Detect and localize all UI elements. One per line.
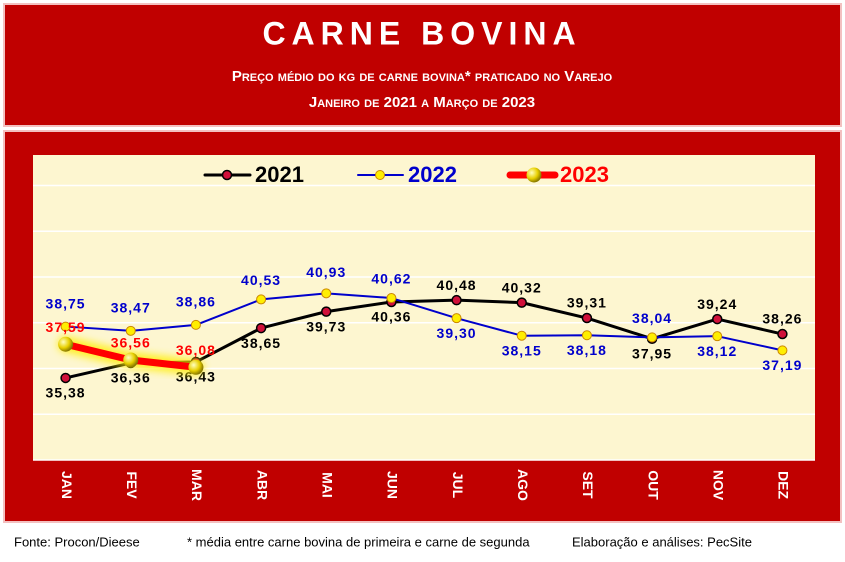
legend-item: 2023 [506,162,609,187]
marker [451,313,462,324]
marker [451,294,462,306]
data-label: 38,12 [697,343,737,359]
marker [777,345,788,356]
marker [60,321,71,332]
data-label: 38,47 [111,300,151,316]
marker [58,336,74,352]
x-tick-label: JUL [450,472,466,499]
data-label: 38,26 [762,311,802,327]
legend-item: 2021 [203,162,304,187]
legend-label: 2022 [408,162,457,187]
legend-label: 2023 [560,162,609,187]
data-label: 36,08 [176,342,216,358]
marker [581,312,593,324]
legend-marker [221,169,233,181]
x-tick-label: NOV [711,470,727,501]
marker [581,330,592,341]
data-label: 40,93 [306,264,346,280]
x-tick-label: FEV [124,471,140,499]
marker [712,331,723,342]
footer-note: * média entre carne bovina de primeira e… [187,534,530,549]
data-label: 40,32 [502,279,542,295]
x-tick-label: JUN [385,471,401,499]
marker [123,352,139,368]
data-label: 38,75 [46,295,86,311]
marker [125,325,136,336]
data-label: 40,48 [437,277,477,293]
chart-title: CARNE BOVINA [262,15,581,51]
x-tick-label: OUT [645,470,661,500]
subtitle: Preço médio do kg de carne bovina* prati… [232,68,613,85]
data-label: 38,18 [567,342,607,358]
footer-credit: Elaboração e análises: PecSite [572,534,752,549]
data-label: 38,65 [241,335,281,351]
marker [255,322,267,334]
marker [516,330,527,341]
series [57,336,204,376]
data-label: 40,36 [371,309,411,325]
x-tick-label: MAI [320,472,336,498]
marker [516,297,527,308]
data-label: 37,59 [46,319,86,335]
data-label: 37,19 [762,357,802,373]
data-label: 39,31 [567,295,607,311]
data-label: 36,36 [111,370,151,386]
x-tick-label: AGO [515,469,531,501]
data-label: 39,73 [306,318,346,334]
x-tick-label: JAN [59,471,75,499]
marker [647,332,658,343]
legend-label: 2021 [255,162,304,187]
legend-item: 2022 [357,162,457,187]
marker [321,288,332,299]
data-label: 37,95 [632,345,672,361]
x-tick-label: ABR [254,470,270,500]
marker [256,294,267,305]
marker [190,319,201,330]
data-label: 39,30 [437,325,477,341]
data-label: 40,62 [371,271,411,287]
data-label: 39,24 [697,296,737,312]
data-label: 40,53 [241,272,281,288]
x-tick-label: MAR [189,469,205,501]
marker [321,306,332,317]
marker [712,313,723,325]
data-label: 36,56 [111,335,151,351]
legend-marker [526,167,542,183]
x-tick-label: SET [580,471,596,499]
period: Janeiro de 2021 a Março de 2023 [309,94,535,111]
data-label: 38,15 [502,342,542,358]
marker [60,372,71,384]
legend-marker [375,170,385,180]
header-band [3,3,842,127]
footer-source: Fonte: Procon/Dieese [14,534,140,549]
marker [777,328,788,340]
data-label: 35,38 [46,385,86,401]
data-label: 38,86 [176,294,216,310]
data-label: 38,04 [632,310,672,326]
marker [188,359,204,375]
x-tick-label: DEZ [776,471,792,499]
line [64,292,784,352]
marker [386,293,397,304]
series [60,288,788,356]
